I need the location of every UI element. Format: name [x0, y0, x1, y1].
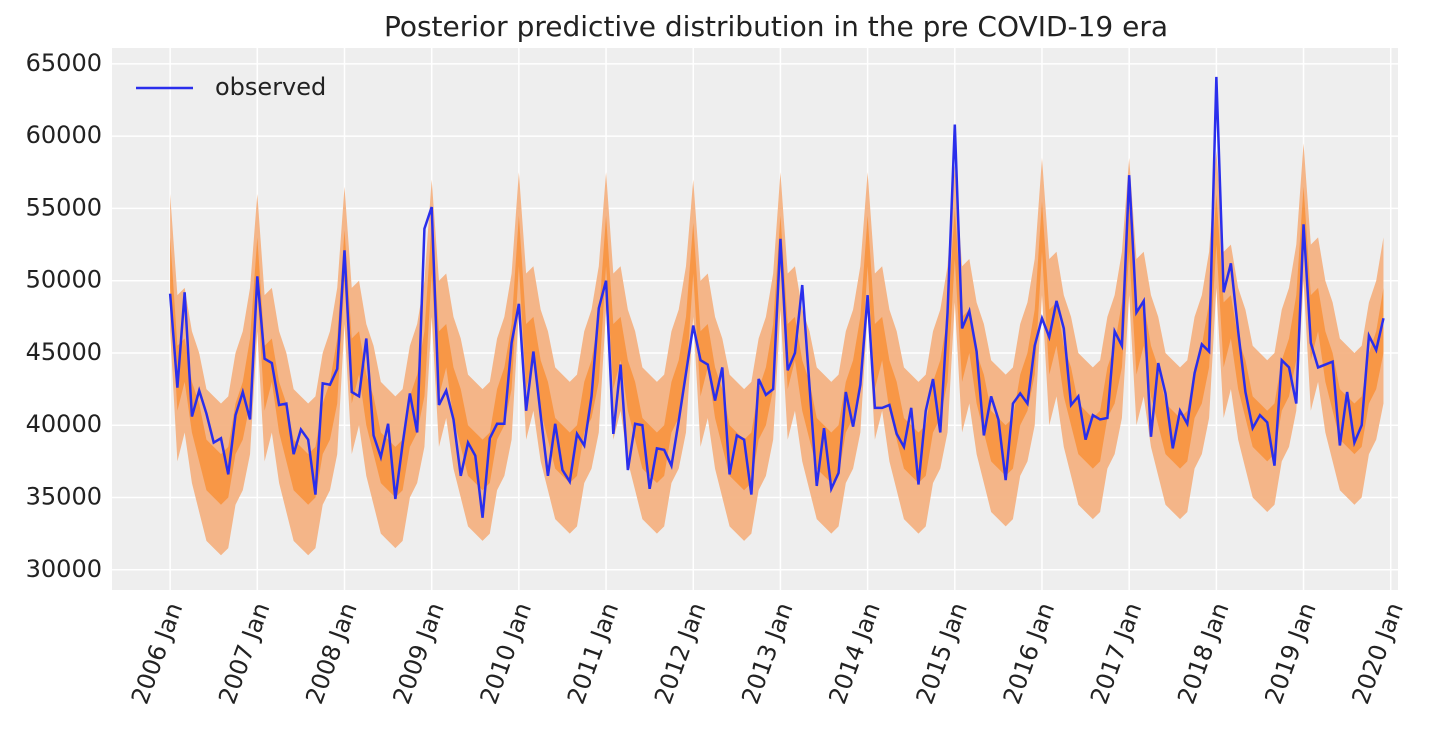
x-tick-label: 2006 Jan: [126, 599, 188, 708]
x-tick-label: 2015 Jan: [911, 599, 973, 708]
x-tick-label: 2020 Jan: [1346, 599, 1408, 708]
y-tick-label: 35000: [26, 482, 102, 510]
x-tick-label: 2019 Jan: [1259, 599, 1321, 708]
x-tick-label: 2009 Jan: [387, 599, 449, 708]
y-tick-label: 45000: [26, 338, 102, 366]
x-tick-label: 2007 Jan: [213, 599, 275, 708]
chart-title: Posterior predictive distribution in the…: [384, 10, 1168, 43]
y-tick-label: 65000: [26, 49, 102, 77]
x-tick-label: 2010 Jan: [475, 599, 537, 708]
y-tick-label: 30000: [26, 555, 102, 583]
y-tick-label: 55000: [26, 193, 102, 221]
hdi-band: [170, 186, 1384, 505]
legend-label: observed: [215, 73, 326, 101]
x-tick-label: 2014 Jan: [823, 599, 885, 708]
x-tick-label: 2018 Jan: [1172, 599, 1234, 708]
x-tick-label: 2008 Jan: [300, 599, 362, 708]
y-tick-label: 60000: [26, 121, 102, 149]
x-tick-label: 2017 Jan: [1085, 599, 1147, 708]
line: [168, 76, 1385, 518]
y-tick-label: 50000: [26, 266, 102, 294]
y-tick-label: 40000: [26, 410, 102, 438]
x-tick-label: 2011 Jan: [562, 599, 624, 708]
x-tick-label: 2012 Jan: [649, 599, 711, 708]
x-tick-label: 2016 Jan: [998, 599, 1060, 708]
x-tick-label: 2013 Jan: [736, 599, 798, 708]
